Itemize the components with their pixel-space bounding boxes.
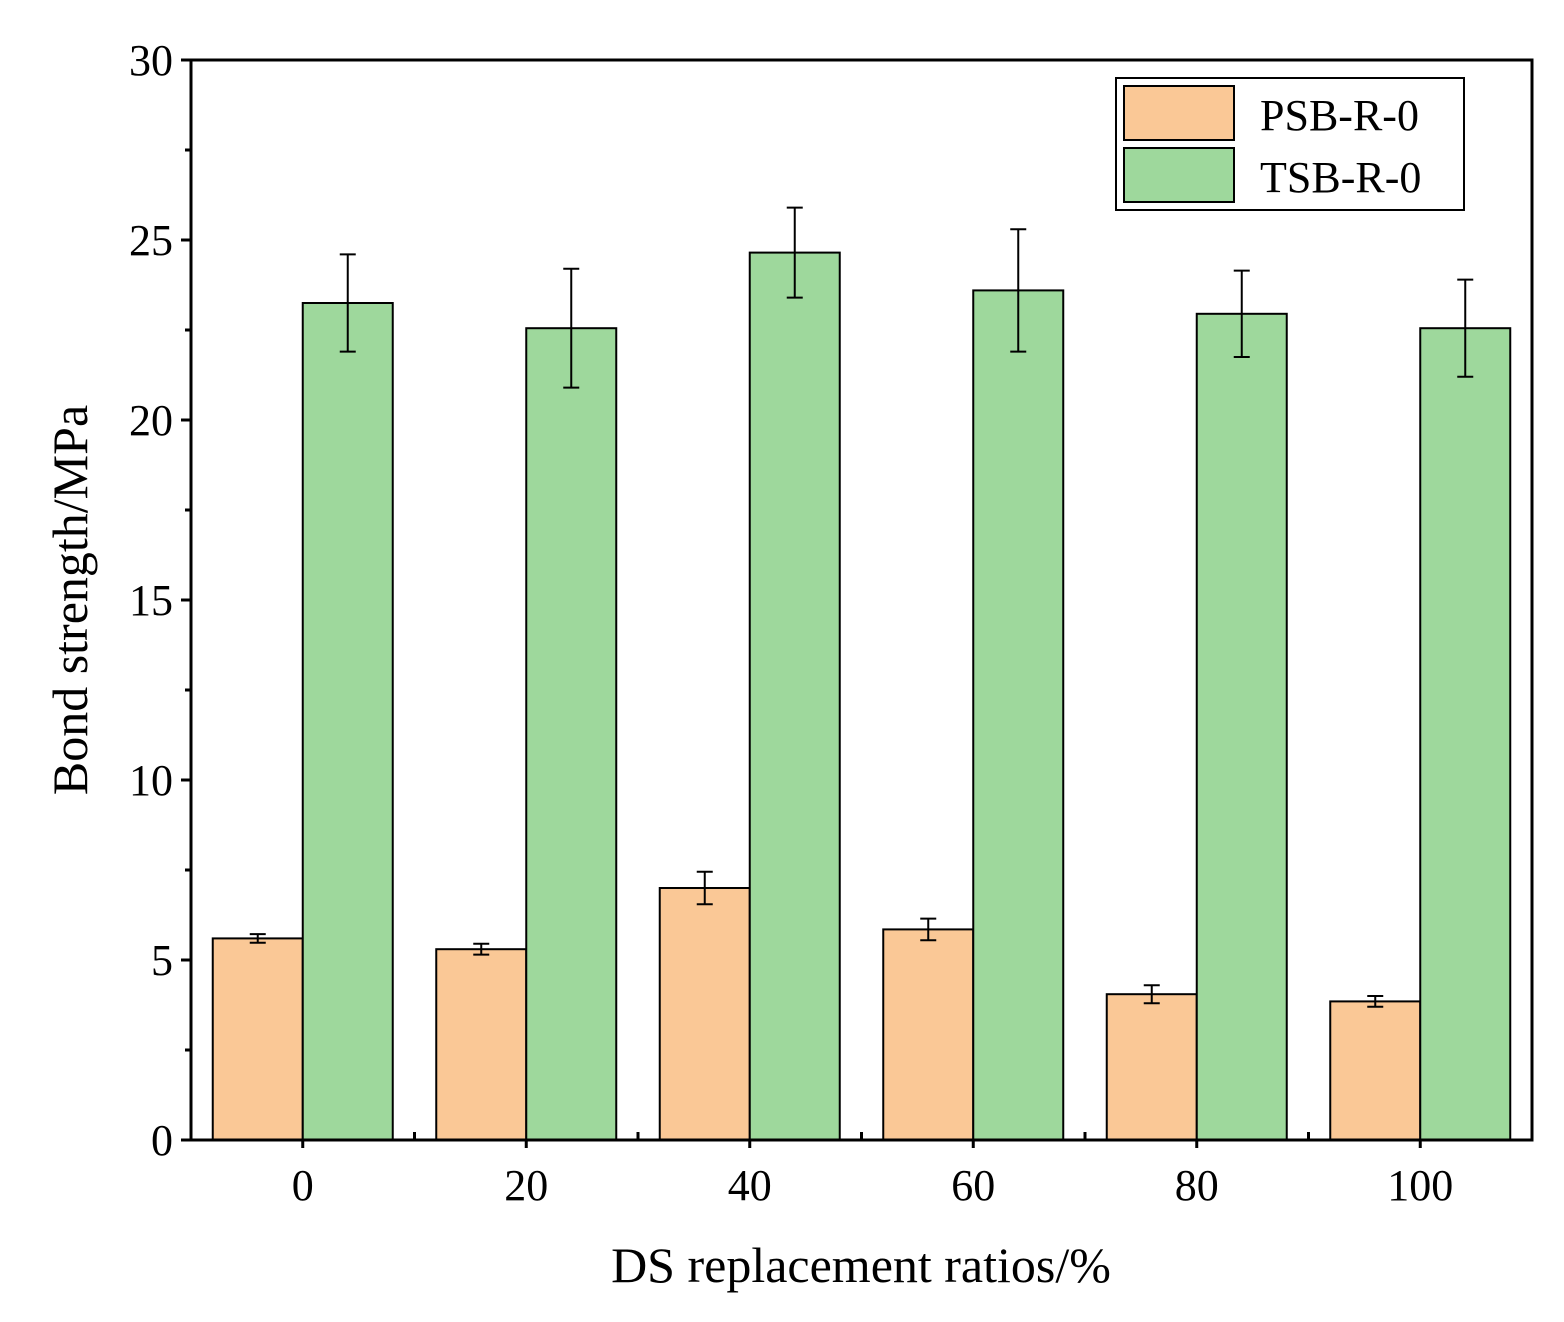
bar-psb-20: [435, 948, 528, 1142]
y-axis-title: Bond strength/MPa: [42, 405, 98, 795]
error-bar-psb-60: [920, 917, 937, 942]
error-bar-psb-80: [1143, 984, 1160, 1005]
error-bar-tsb-80: [1233, 269, 1250, 358]
bar-psb-0: [211, 937, 304, 1142]
error-bars-layer: [249, 206, 1474, 1008]
axes-layer: 0 20 40 60 80 100 0 5 10 15 20 25 30: [129, 36, 1453, 1210]
legend: PSB-R-0 TSB-R-0: [1115, 77, 1465, 211]
bar-tsb-40: [748, 251, 841, 1142]
x-axis-title: DS replacement ratios/%: [611, 1237, 1111, 1293]
bar-tsb-100: [1419, 327, 1512, 1141]
legend-swatch-psb: [1123, 85, 1235, 141]
bar-tsb-80: [1195, 312, 1288, 1141]
legend-label-psb: PSB-R-0: [1260, 91, 1419, 140]
y-tick-label-5: 5: [151, 936, 173, 985]
bar-tsb-0: [301, 302, 394, 1141]
bar-tsb-60: [972, 289, 1065, 1141]
bars-layer: [211, 251, 1512, 1142]
bar-psb-60: [882, 928, 975, 1142]
error-bar-psb-20: [473, 942, 490, 956]
error-bar-psb-100: [1367, 995, 1384, 1008]
error-bar-tsb-60: [1010, 228, 1027, 353]
bar-psb-80: [1105, 993, 1198, 1142]
x-tick-label-20: 20: [504, 1161, 548, 1210]
y-tick-label-15: 15: [129, 576, 173, 625]
y-tick-label-25: 25: [129, 216, 173, 265]
error-bar-psb-40: [696, 870, 713, 906]
legend-label-tsb: TSB-R-0: [1260, 153, 1421, 202]
x-tick-label-40: 40: [728, 1161, 772, 1210]
x-tick-label-100: 100: [1387, 1161, 1453, 1210]
error-bar-psb-0: [249, 933, 266, 944]
error-bar-tsb-100: [1457, 278, 1474, 378]
error-bar-tsb-20: [563, 267, 580, 389]
y-tick-label-10: 10: [129, 756, 173, 805]
x-tick-label-80: 80: [1175, 1161, 1219, 1210]
bar-psb-100: [1329, 1000, 1422, 1142]
bar-psb-40: [658, 887, 751, 1141]
x-tick-label-60: 60: [951, 1161, 995, 1210]
y-tick-label-0: 0: [151, 1116, 173, 1165]
error-bar-tsb-40: [786, 206, 803, 299]
error-bar-tsb-0: [339, 253, 356, 353]
legend-swatch-tsb: [1123, 147, 1235, 203]
x-tick-label-0: 0: [292, 1161, 314, 1210]
y-tick-label-30: 30: [129, 36, 173, 85]
bar-tsb-20: [525, 327, 618, 1141]
y-tick-label-20: 20: [129, 396, 173, 445]
